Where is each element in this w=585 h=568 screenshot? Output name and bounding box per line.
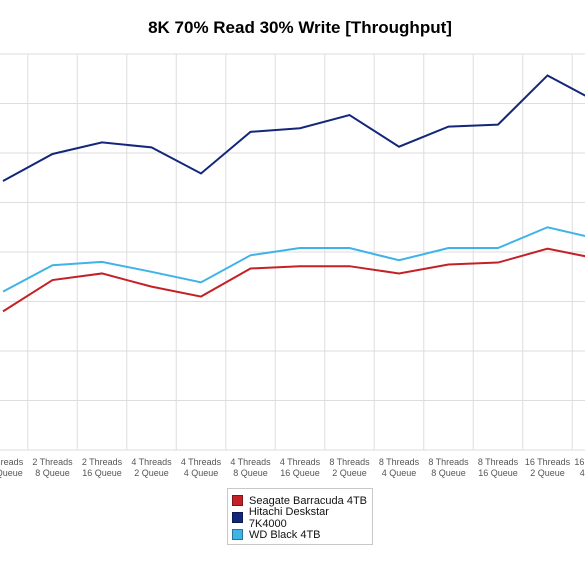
x-tick-label: 4 Threads xyxy=(230,457,271,467)
x-tick-label: 4 Queue xyxy=(580,468,585,478)
x-tick-label: 2 Queue xyxy=(134,468,169,478)
x-tick-label: 16 Threads xyxy=(574,457,585,467)
x-tick-label: 8 Threads xyxy=(428,457,469,467)
x-tick-label: 2 Threads xyxy=(32,457,73,467)
x-tick-label: 1 Threads xyxy=(0,457,24,467)
legend-swatch-hitachi xyxy=(232,512,243,523)
x-tick-label: 4 Threads xyxy=(181,457,222,467)
x-tick-label: 8 Threads xyxy=(329,457,370,467)
legend-label-hitachi: Hitachi Deskstar 7K4000 xyxy=(248,505,329,530)
x-tick-label: 16 Queue xyxy=(0,468,23,478)
legend-item-hitachi: Hitachi Deskstar 7K4000 xyxy=(232,506,368,530)
x-tick-label: 16 Queue xyxy=(280,468,320,478)
legend-label-wd: WD Black 4TB xyxy=(249,528,321,541)
x-tick-label: 8 Queue xyxy=(35,468,70,478)
x-tick-label: 8 Threads xyxy=(379,457,420,467)
chart-title: 8K 70% Read 30% Write [Throughput] xyxy=(148,18,452,37)
x-tick-label: 16 Threads xyxy=(525,457,571,467)
x-tick-label: 8 Queue xyxy=(431,468,466,478)
x-tick-label: 8 Threads xyxy=(478,457,519,467)
x-tick-label: 2 Queue xyxy=(332,468,367,478)
series-line-0 xyxy=(2,247,585,313)
x-tick-label: 2 Queue xyxy=(530,468,565,478)
x-tick-label: 4 Threads xyxy=(280,457,321,467)
legend-swatch-seagate xyxy=(232,495,243,506)
series-line-1 xyxy=(2,74,585,182)
x-tick-label: 4 Threads xyxy=(131,457,172,467)
legend-item-seagate: Seagate Barracuda 4TB xyxy=(232,492,368,509)
x-tick-label: 16 Queue xyxy=(82,468,122,478)
x-tick-label: 16 Queue xyxy=(478,468,518,478)
series-line-2 xyxy=(2,226,585,293)
x-tick-label: 4 Queue xyxy=(382,468,417,478)
legend-item-wd: WD Black 4TB xyxy=(232,526,368,543)
x-tick-label: 8 Queue xyxy=(233,468,268,478)
legend: Seagate Barracuda 4TB Hitachi Deskstar 7… xyxy=(227,488,373,545)
x-tick-label: 2 Threads xyxy=(82,457,123,467)
x-tick-label: 4 Queue xyxy=(184,468,219,478)
legend-label-seagate: Seagate Barracuda 4TB xyxy=(249,494,368,507)
legend-swatch-wd xyxy=(232,529,243,540)
